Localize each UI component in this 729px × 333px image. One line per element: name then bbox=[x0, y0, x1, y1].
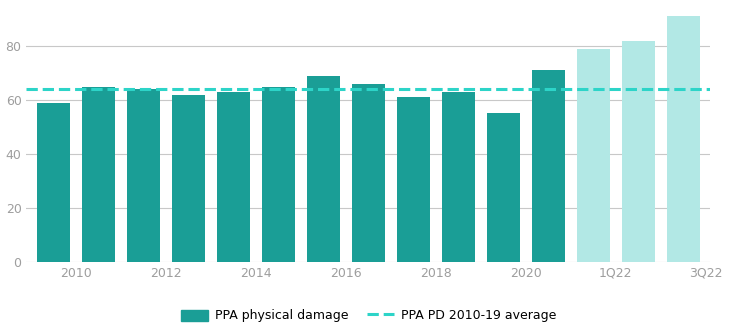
Bar bbox=[577, 49, 610, 262]
Bar bbox=[622, 41, 655, 262]
Bar bbox=[397, 97, 430, 262]
Bar bbox=[351, 84, 386, 262]
Bar bbox=[306, 76, 340, 262]
Bar bbox=[442, 92, 475, 262]
Bar bbox=[262, 87, 295, 262]
Bar bbox=[217, 92, 250, 262]
Bar bbox=[171, 95, 206, 262]
Bar bbox=[82, 87, 115, 262]
Bar bbox=[127, 89, 160, 262]
Legend: PPA physical damage, PPA PD 2010-19 average: PPA physical damage, PPA PD 2010-19 aver… bbox=[176, 304, 561, 327]
Bar bbox=[531, 70, 565, 262]
Bar bbox=[666, 16, 701, 262]
Bar bbox=[486, 114, 521, 262]
Bar bbox=[36, 103, 70, 262]
